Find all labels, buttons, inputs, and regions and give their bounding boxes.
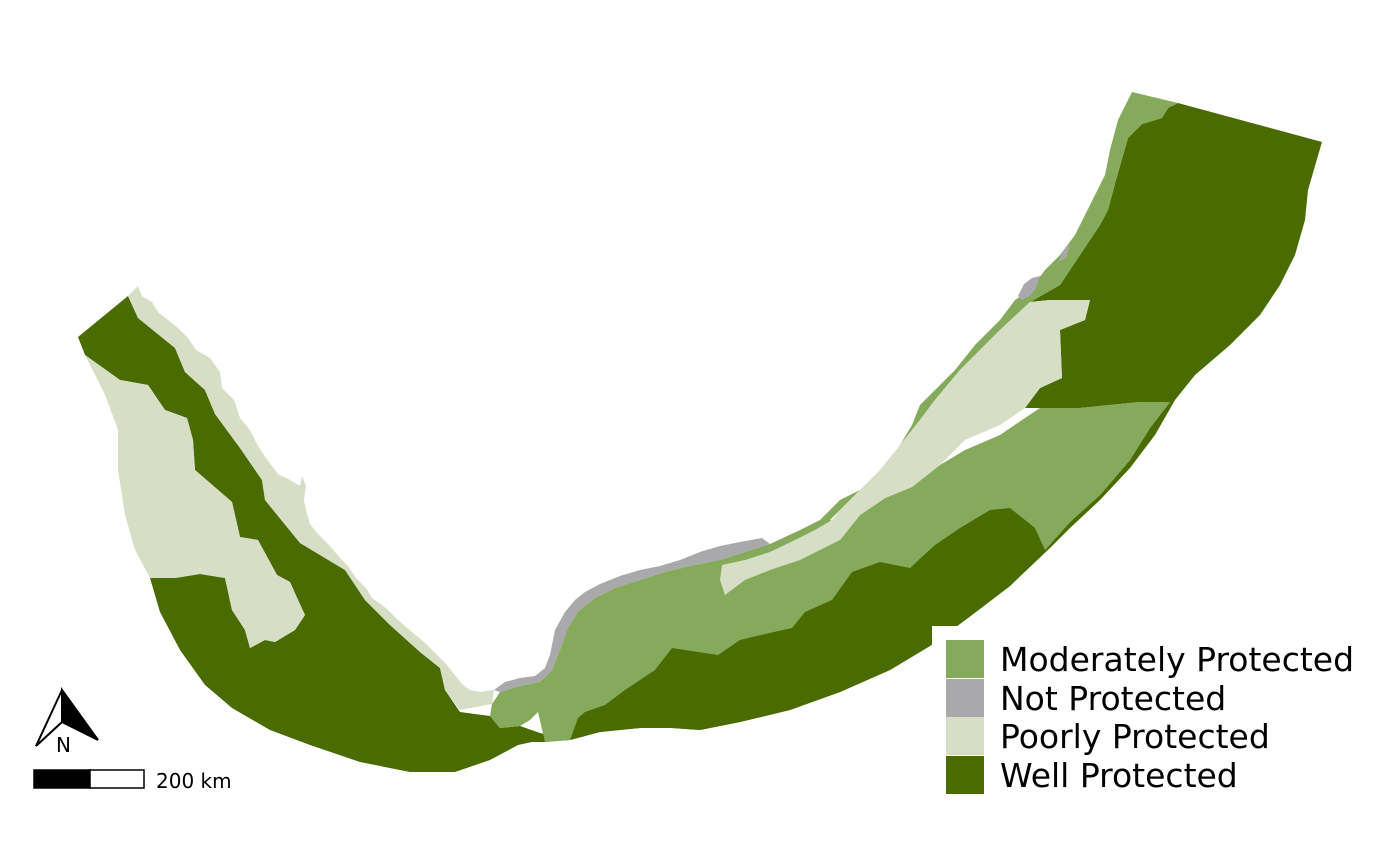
legend-label: Not Protected	[1000, 678, 1227, 718]
north-arrow-label: N	[56, 733, 71, 757]
legend-label: Well Protected	[1000, 755, 1238, 795]
legend-item-poorly-protected: Poorly Protected	[946, 716, 1270, 756]
legend-swatch	[946, 679, 984, 717]
region-not-protected-north-sliver	[1058, 244, 1070, 262]
region-poorly-protected-west-coast	[128, 286, 494, 710]
legend-label: Moderately Protected	[1000, 639, 1355, 679]
region-well-protected-west-band	[78, 103, 1322, 772]
legend-item-well-protected: Well Protected	[946, 755, 1238, 795]
region-poorly-protected-northeast	[720, 300, 1090, 595]
north-arrow-icon: N	[35, 686, 99, 757]
region-well-protected-south	[545, 508, 1045, 742]
scale-bar	[33, 769, 145, 789]
region-not-protected-northeast-sliver	[1018, 276, 1040, 300]
legend-swatch	[946, 640, 984, 678]
region-moderately-protected-central	[490, 92, 1178, 742]
legend-item-moderately-protected: Moderately Protected	[946, 639, 1355, 679]
scale-bar-label: 200 km	[156, 769, 232, 793]
map-legend: Moderately Protected Not Protected Poorl…	[932, 626, 1382, 804]
legend-label: Poorly Protected	[1000, 716, 1270, 756]
region-poorly-protected-west-inland	[85, 355, 305, 648]
legend-swatch	[946, 717, 984, 755]
legend-item-not-protected: Not Protected	[946, 678, 1227, 718]
legend-swatch	[946, 756, 984, 794]
